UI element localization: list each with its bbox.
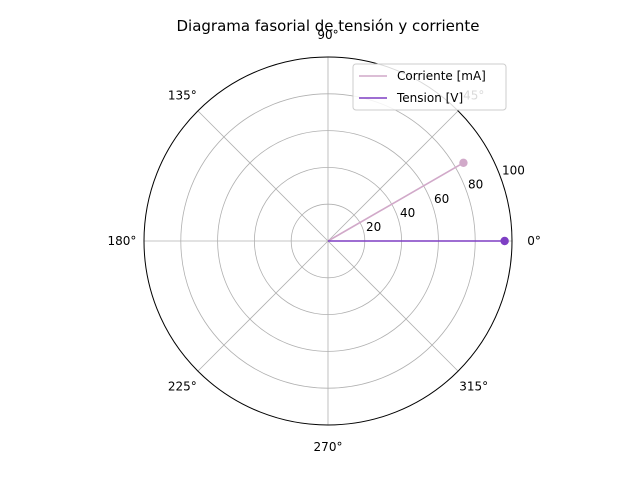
series-marker-1 xyxy=(500,236,509,246)
radial-tick-label: 20 xyxy=(366,220,381,234)
series-line-0 xyxy=(327,162,464,242)
series-marker-0 xyxy=(459,158,468,167)
chart-title: Diagrama fasorial de tensión y corriente xyxy=(176,17,479,35)
legend: Corriente [mA] Tension [V] xyxy=(352,63,507,111)
legend-label: Corriente [mA] xyxy=(397,69,486,83)
grid-spoke-225 xyxy=(197,240,329,372)
angle-tick-label: 135° xyxy=(168,88,197,102)
angle-tick-label: 180° xyxy=(107,234,136,248)
grid-spoke-315 xyxy=(327,240,459,372)
radial-tick-label: 80 xyxy=(468,178,483,192)
radial-tick-label: 60 xyxy=(434,192,449,206)
radial-tick-label: 40 xyxy=(400,206,415,220)
radial-tick-label: 100 xyxy=(502,164,525,178)
grid-spoke-135 xyxy=(197,110,329,242)
angle-tick-label: 315° xyxy=(459,380,488,394)
angle-tick-label: 0° xyxy=(527,234,541,248)
grid-spoke-45 xyxy=(327,110,459,242)
legend-label: Tension [V] xyxy=(396,91,463,105)
angle-tick-label: 225° xyxy=(168,380,197,394)
angle-tick-label: 90° xyxy=(317,28,338,42)
polar-frame xyxy=(143,56,513,426)
series-group xyxy=(327,158,509,246)
legend-box xyxy=(352,63,507,111)
angle-tick-label: 270° xyxy=(314,440,343,454)
